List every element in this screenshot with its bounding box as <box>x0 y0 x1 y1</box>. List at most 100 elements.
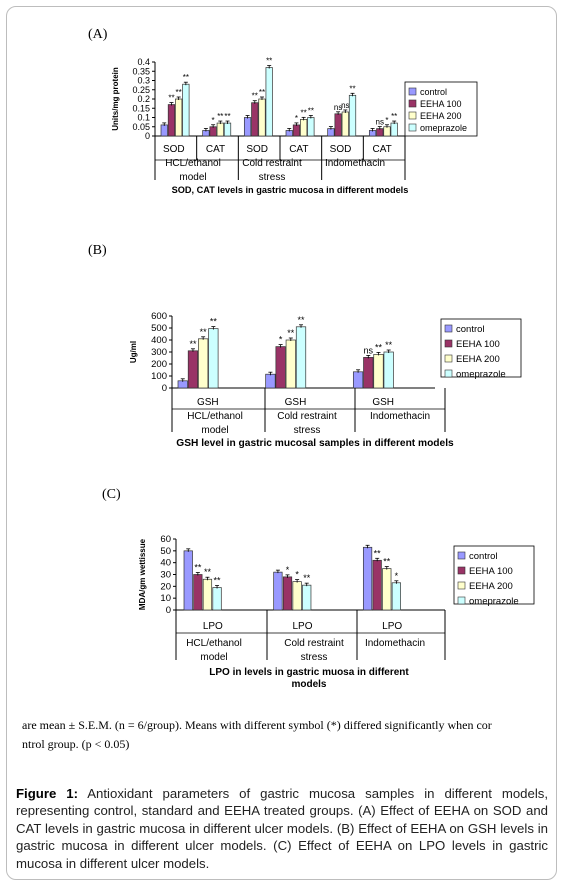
panel-b-label: (B) <box>88 243 107 258</box>
y-tick-label: 0.4 <box>137 57 150 67</box>
category-label: LPO <box>292 621 312 632</box>
legend-label: omeprazole <box>469 596 519 607</box>
significance-label: ** <box>298 315 306 325</box>
model-label: stress <box>259 172 286 183</box>
chart-title: SOD, CAT levels in gastric mucosa in dif… <box>172 185 409 195</box>
significance-label: ** <box>301 108 307 117</box>
significance-label: ns <box>334 103 342 112</box>
category-label: GSH <box>285 397 307 408</box>
significance-label: ns <box>341 101 349 110</box>
y-tick-label: 200 <box>151 359 167 370</box>
significance-label: ** <box>259 88 265 97</box>
legend-label: omeprazole <box>456 369 506 380</box>
y-tick-label: 0.15 <box>132 103 150 113</box>
bar <box>265 67 273 137</box>
legend-label: EEHA 100 <box>456 339 500 350</box>
category-label: SOD <box>330 144 352 155</box>
legend-label: EEHA 100 <box>469 566 513 577</box>
legend-swatch <box>408 99 417 108</box>
statistics-note-line-2: ntrol group. (p < 0.05) <box>22 737 130 751</box>
model-label: Indomethacin <box>370 411 430 422</box>
chart-title: GSH level in gastric mucosal samples in … <box>176 438 454 449</box>
bar <box>273 571 283 611</box>
bar <box>182 83 190 137</box>
significance-label: ** <box>224 112 230 121</box>
bar <box>193 574 203 611</box>
category-label: SOD <box>246 144 268 155</box>
y-tick-label: 50 <box>160 546 171 557</box>
legend-swatch <box>444 324 453 333</box>
y-tick-label: 0 <box>162 383 167 394</box>
y-tick-label: 40 <box>160 558 171 569</box>
legend-swatch <box>457 581 466 590</box>
y-tick-label: 600 <box>151 311 167 322</box>
legend-label: EEHA 200 <box>456 354 500 365</box>
y-tick-label: 0.05 <box>132 122 150 132</box>
bar <box>285 339 296 389</box>
bar <box>275 346 286 389</box>
bar <box>302 584 312 611</box>
bar <box>307 117 315 137</box>
bar <box>341 111 349 137</box>
significance-label: ** <box>375 342 383 352</box>
significance-label: ** <box>374 548 382 558</box>
category-label: LPO <box>382 621 402 632</box>
significance-label: * <box>295 114 298 123</box>
category-label: CAT <box>373 144 392 155</box>
significance-label: ** <box>349 84 355 93</box>
bar <box>292 124 301 137</box>
y-tick-label: 0.35 <box>132 66 150 76</box>
significance-label: ** <box>383 557 391 567</box>
significance-label: ** <box>210 317 218 327</box>
statistics-note: are mean ± S.E.M. (n = 6/group). Means w… <box>22 716 552 754</box>
legend-swatch <box>408 111 417 120</box>
bar <box>376 128 384 137</box>
legend-box <box>404 81 478 137</box>
legend-swatch <box>408 123 417 132</box>
chart-title: models <box>291 679 326 690</box>
model-label: Cold restraint <box>284 638 344 649</box>
bar <box>183 550 193 611</box>
figure-caption: Figure 1: Antioxidant parameters of gast… <box>16 785 548 872</box>
bar <box>348 94 357 137</box>
model-label: model <box>179 172 206 183</box>
bar <box>300 118 308 137</box>
bar <box>160 124 168 137</box>
bar <box>295 326 307 389</box>
model-label: HCL/ethanol <box>165 158 221 169</box>
legend-label: control <box>469 551 498 562</box>
significance-label: ** <box>168 94 174 103</box>
significance-label: ** <box>385 340 393 350</box>
y-tick-label: 0.1 <box>137 113 150 123</box>
y-axis-label: Units/mg protein <box>111 67 120 131</box>
y-tick-label: 0 <box>166 605 171 616</box>
bar <box>372 559 382 611</box>
significance-label: ns <box>364 345 374 355</box>
bar <box>383 126 391 137</box>
model-label: stress <box>294 425 321 436</box>
legend-swatch <box>408 87 417 96</box>
statistics-note-line-1: are mean ± S.E.M. (n = 6/group). Means w… <box>22 718 492 732</box>
y-tick-label: 20 <box>160 581 171 592</box>
bar <box>223 122 232 137</box>
model-label: Indomethacin <box>325 158 385 169</box>
figure-caption-label: Figure 1: <box>16 786 79 801</box>
significance-label: ** <box>287 328 295 338</box>
y-tick-label: 100 <box>151 371 167 382</box>
model-label: HCL/ethanol <box>186 638 242 649</box>
bar <box>216 122 224 137</box>
bar <box>382 568 392 611</box>
legend-swatch <box>457 596 466 605</box>
y-axis-label: Ug/ml <box>129 341 138 363</box>
category-label: LPO <box>203 621 223 632</box>
bar <box>251 102 259 137</box>
model-label: model <box>200 652 227 663</box>
category-label: CAT <box>289 144 308 155</box>
bar <box>362 546 373 611</box>
significance-label: ** <box>308 107 314 116</box>
y-tick-label: 500 <box>151 323 167 334</box>
figure-frame <box>6 6 557 880</box>
bar <box>352 371 364 389</box>
